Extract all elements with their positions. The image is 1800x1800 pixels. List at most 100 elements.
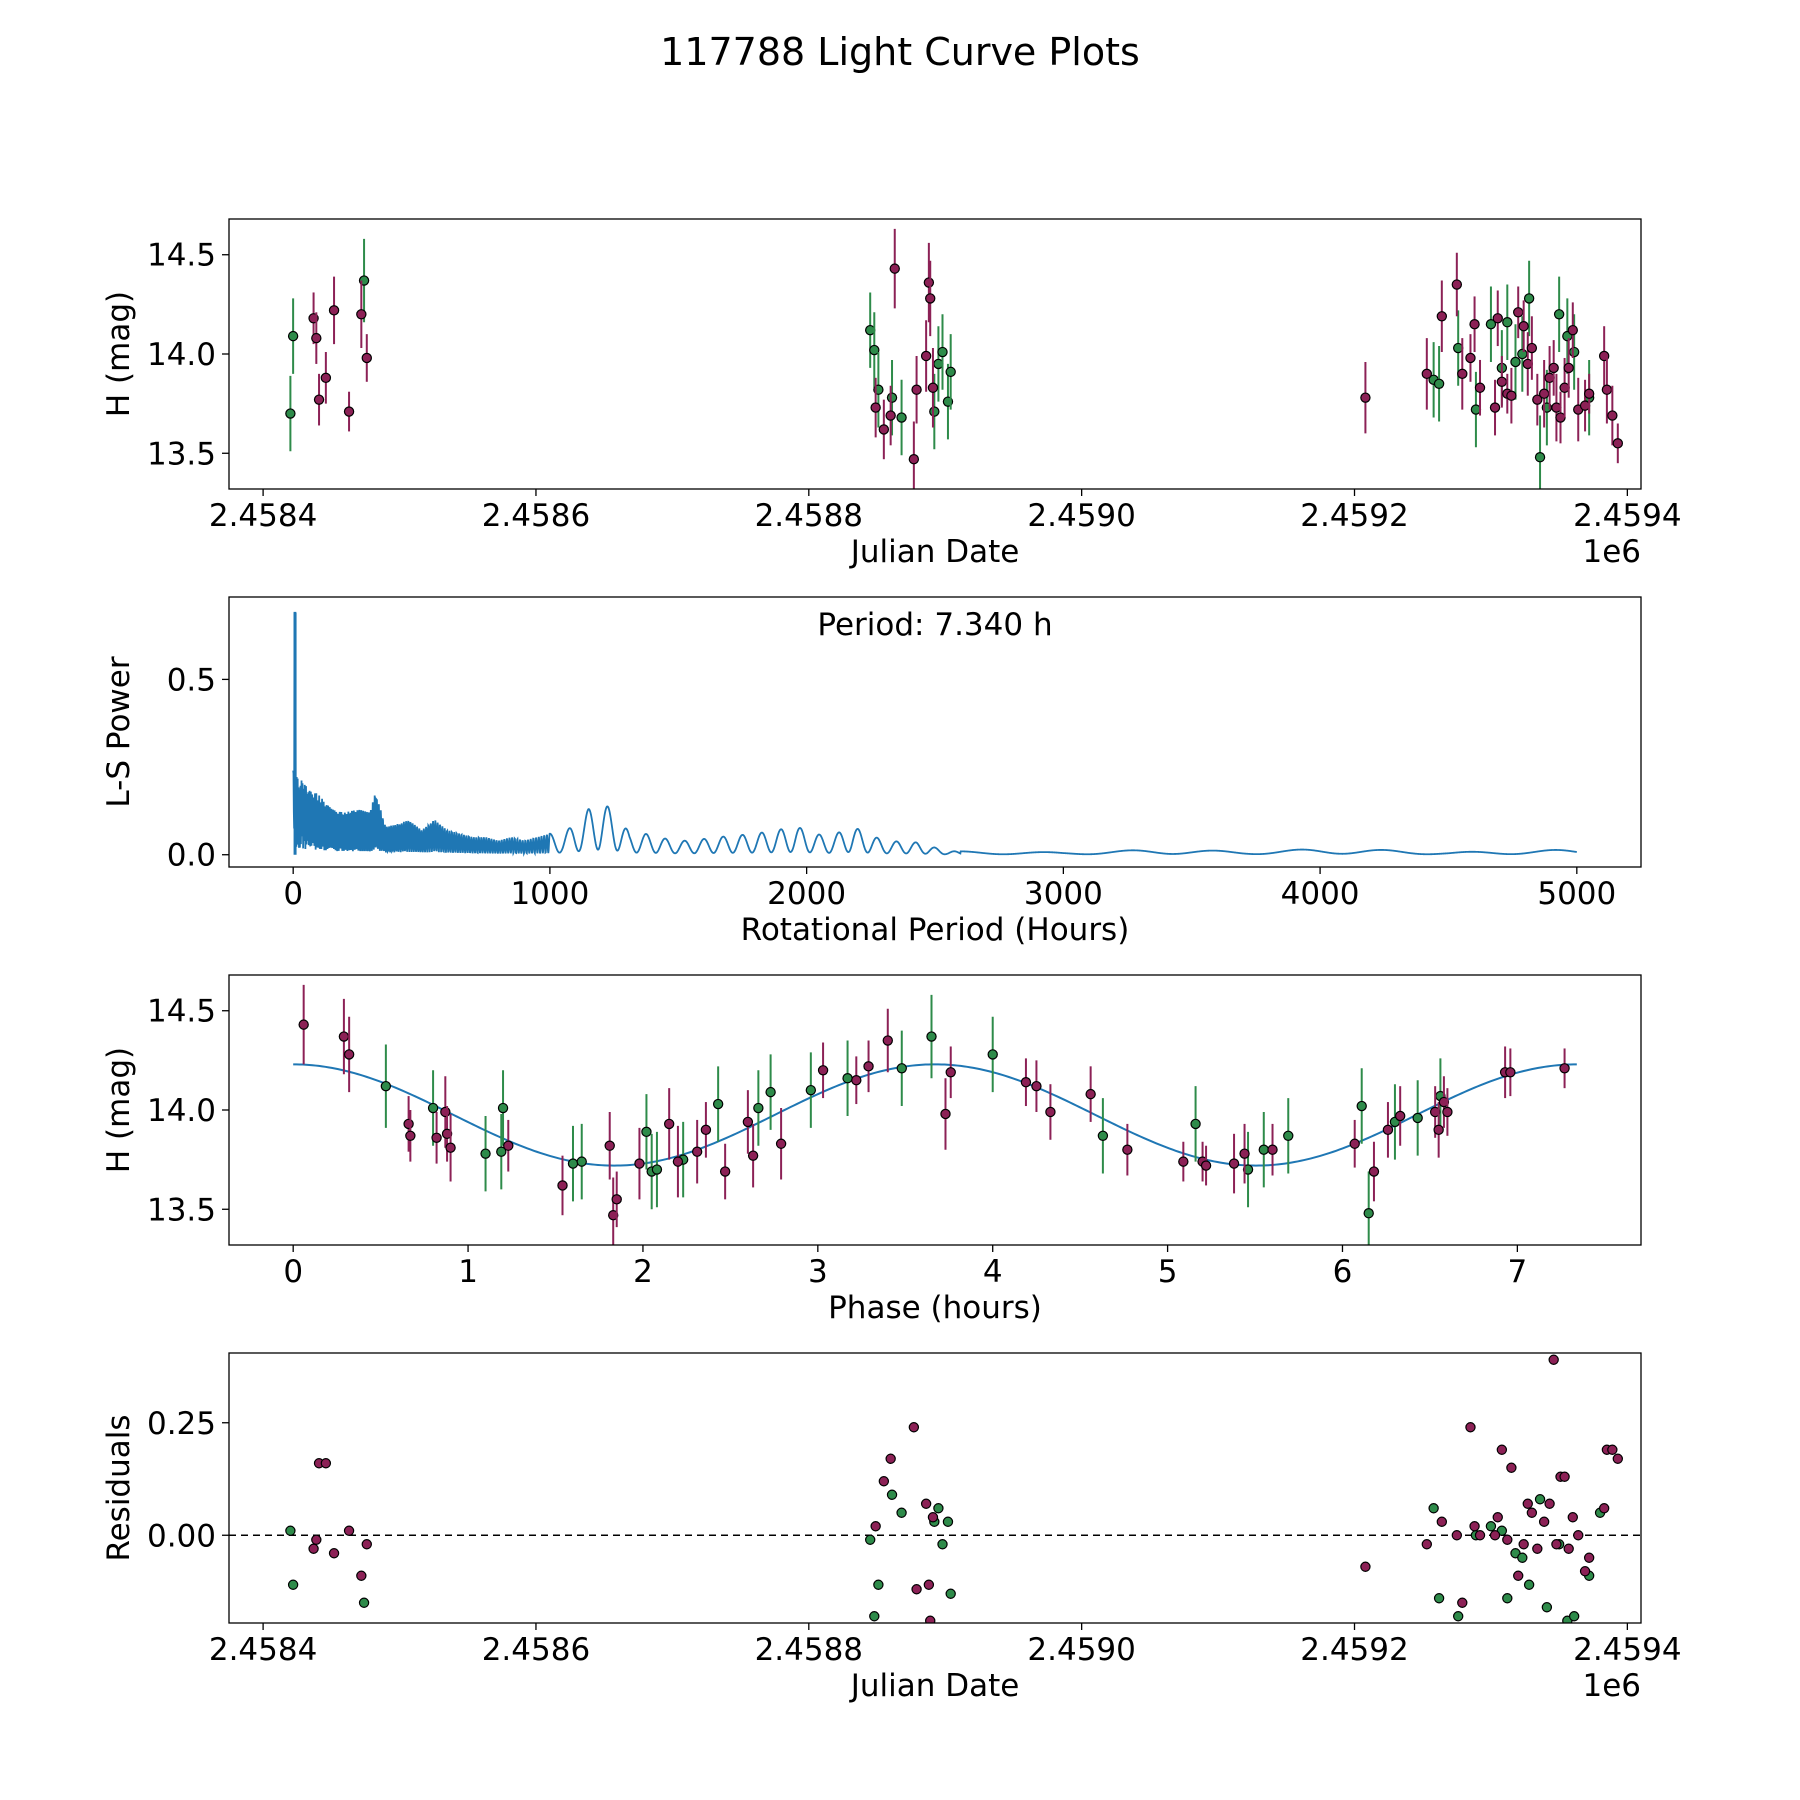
residuals-point [942,1516,954,1527]
phase-point [851,1075,862,1086]
residuals-point [1502,1534,1513,1545]
residuals-point [1612,1453,1624,1464]
residuals-point [1583,1552,1595,1563]
phase-point [691,1146,703,1157]
residuals-point [1522,1498,1533,1509]
phase-point [765,1086,776,1098]
residuals-point [878,1476,890,1487]
residuals-xtick-label: 2.4594 [1573,1632,1681,1668]
raw-point [311,332,322,344]
phase-xtick-label: 2 [633,1254,653,1290]
raw-point [1534,452,1546,463]
phase-point [663,1118,675,1130]
residuals-point [1433,1593,1445,1604]
residuals-point [308,1543,319,1554]
residuals-point [320,1458,332,1469]
raw-point [1421,368,1433,380]
periodogram-xtick-label: 4000 [1281,876,1360,912]
raw-point [1553,309,1565,320]
phase-point [641,1126,652,1138]
residuals-point [1573,1530,1584,1541]
phase-point [1412,1112,1423,1124]
phase-point [503,1140,514,1151]
residuals-point [1544,1498,1555,1509]
raw-plot-area [285,228,1624,489]
phase-point [1442,1106,1453,1118]
residuals-point [1567,1512,1578,1523]
residuals-ylabel: Residuals [101,1414,137,1561]
raw-point [1513,307,1524,318]
residuals-point [1579,1566,1591,1577]
phase-ytick-label: 14.0 [147,1093,216,1129]
raw-point [885,410,896,421]
phase-point [1356,1100,1367,1112]
periodogram-frame [228,596,1642,868]
residuals-point [1532,1543,1543,1554]
residuals-point [285,1525,296,1536]
periodogram-xlabel: Rotational Period (Hours) [741,912,1130,948]
phase-point [863,1061,874,1072]
raw-xtick-label: 2.4592 [1300,498,1408,534]
residuals-xtick-label: 2.4588 [755,1632,863,1668]
phase-point [842,1073,853,1084]
raw-point [1563,362,1574,374]
residuals-point [361,1539,372,1550]
phase-point [896,1063,907,1074]
phase-xtick-label: 0 [283,1254,303,1290]
phase-point [1267,1144,1278,1155]
phase-point [1242,1164,1254,1175]
residuals-plot-area [229,1354,1641,1623]
residuals-point [1541,1602,1553,1613]
raw-point [1526,342,1538,354]
raw-point [287,330,299,342]
raw-point [1567,324,1578,336]
periodogram-power-line [292,611,1577,857]
residuals-point [1469,1521,1480,1532]
residuals-point [920,1498,932,1509]
residuals-point [864,1534,876,1545]
phase-point [1122,1144,1133,1155]
raw-point [878,424,890,435]
phase-point [427,1102,439,1114]
residuals-point [1428,1503,1439,1514]
residuals-x-offset-label: 1e6 [1582,1668,1641,1704]
raw-xtick-label: 2.4588 [755,498,863,534]
raw-point [1538,388,1550,399]
raw-point [1506,390,1517,401]
residuals-point [870,1521,881,1532]
residuals-xtick-label: 2.4586 [482,1632,590,1668]
phase-point [672,1156,684,1167]
phase-point [651,1164,663,1175]
residuals-point [925,1615,936,1623]
residuals-series-magenta [308,1354,1624,1623]
periodogram-plot-area [292,611,1577,857]
residuals-point [1457,1597,1468,1608]
phase-point [1433,1124,1444,1136]
raw-point [356,309,367,320]
phase-series-green [380,994,1446,1245]
raw-xtick-label: 2.4584 [209,498,317,534]
phase-point [753,1102,764,1114]
periodogram-ytick-label: 0.0 [167,838,216,874]
residuals-point [1538,1516,1550,1527]
raw-point [869,344,880,356]
phase-point [557,1180,568,1191]
phase-model-curve [293,1063,1577,1167]
periodogram-xtick-label: 0 [283,876,303,912]
phase-point [1190,1118,1201,1130]
raw-point [1532,394,1543,405]
phase-point [634,1158,645,1169]
raw-point [1451,279,1463,290]
phase-point [431,1132,442,1143]
residuals-point [923,1579,935,1590]
phase-point [1097,1130,1109,1142]
residuals-xtick-label: 2.4592 [1300,1632,1408,1668]
phase-point [719,1166,731,1177]
phase-point [805,1084,817,1096]
phase-point [497,1102,509,1114]
phase-xtick-label: 4 [983,1254,1003,1290]
phase-frame [228,974,1642,1246]
raw-point [285,408,296,419]
raw-point [1485,319,1497,330]
residuals-point [1607,1444,1618,1455]
